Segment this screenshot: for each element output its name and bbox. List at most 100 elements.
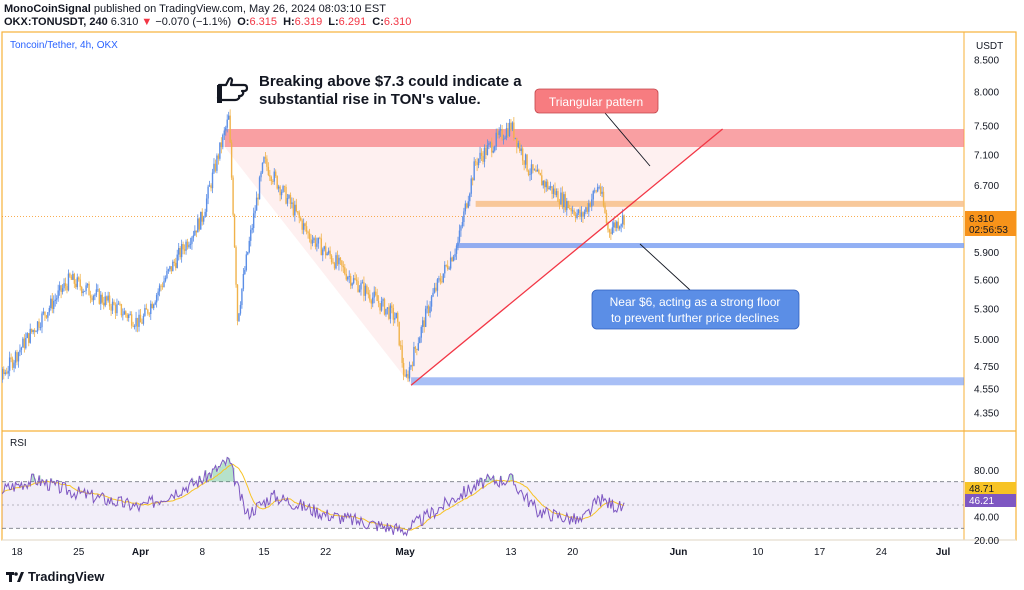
high-value: 6.319 xyxy=(294,16,323,28)
candle-body xyxy=(69,273,71,277)
candle-body xyxy=(198,218,200,230)
candle-body xyxy=(429,306,431,313)
triangle-callout-text: Triangular pattern xyxy=(549,95,643,109)
candle-body xyxy=(22,338,24,348)
candle-body xyxy=(347,277,349,280)
candle-body xyxy=(260,172,262,178)
last-price-tag: 6.310 02:56:53 xyxy=(965,211,1016,236)
candle-body xyxy=(489,142,492,144)
candle-body xyxy=(47,312,49,318)
candle-body xyxy=(266,158,268,167)
candle-body xyxy=(235,247,237,285)
high-key: H: xyxy=(283,16,295,28)
breakout-annotation[interactable]: Breaking above $7.3 could indicate a sub… xyxy=(216,73,522,108)
candle-body xyxy=(402,362,405,376)
candle-body xyxy=(142,315,145,324)
candle-body xyxy=(392,307,395,320)
candle-body xyxy=(423,320,425,327)
candle-body xyxy=(483,147,486,162)
candle-body xyxy=(185,241,187,251)
candle-body xyxy=(154,302,156,305)
candle-body xyxy=(466,203,468,208)
candle-body xyxy=(582,212,584,217)
triangle-pattern-fill xyxy=(224,129,723,386)
time-axis: 18 25 Apr 8 15 22 May 13 20 Jun 10 17 24 Jul xyxy=(11,547,950,558)
low-key: L: xyxy=(328,16,339,28)
candle-body xyxy=(220,142,223,148)
candle-body xyxy=(183,249,186,251)
candle-body xyxy=(50,298,52,308)
candle-body xyxy=(601,191,603,194)
candle-body xyxy=(63,283,65,289)
candle-body xyxy=(439,278,442,282)
tradingview-logo[interactable]: TradingView xyxy=(6,569,104,584)
candle-body xyxy=(433,287,436,293)
candle-body xyxy=(133,326,136,328)
candle-body xyxy=(476,162,478,166)
symbol-info: OKX:TONUSDT, 240 6.310 ▼ −0.070 (−1.1%) … xyxy=(4,16,411,28)
candle-body xyxy=(23,338,26,349)
price-tick-2: 7.500 xyxy=(974,122,999,133)
candle-body xyxy=(361,282,364,284)
candle-body xyxy=(498,130,500,135)
candle-body xyxy=(519,143,521,152)
candle-body xyxy=(513,122,515,139)
candle-body xyxy=(188,244,190,248)
candle-body xyxy=(411,365,414,366)
candle-body xyxy=(479,152,481,159)
candle-body xyxy=(175,262,177,268)
triangle-callout[interactable]: Triangular pattern xyxy=(534,88,659,114)
candle-body xyxy=(252,213,255,229)
candle-body xyxy=(7,370,9,374)
candle-body xyxy=(76,277,78,288)
candle-body xyxy=(119,303,121,305)
candle-body xyxy=(94,294,96,297)
candle-body xyxy=(208,185,211,187)
candle-body xyxy=(448,268,450,270)
candle-body xyxy=(4,372,6,375)
candle-body xyxy=(548,187,550,190)
candle-body xyxy=(2,369,3,380)
candle-body xyxy=(401,345,403,363)
price-tick-6: 5.900 xyxy=(974,248,999,259)
minor-resistance-band xyxy=(475,200,964,207)
candle-body xyxy=(527,170,530,175)
candle-body xyxy=(524,154,527,165)
candle-body xyxy=(89,295,92,298)
candle-body xyxy=(160,285,162,287)
candle-body xyxy=(507,128,509,137)
candle-body xyxy=(132,325,134,327)
candle-body xyxy=(397,312,399,322)
candle-body xyxy=(551,186,553,194)
candle-body xyxy=(344,267,346,274)
candle-body xyxy=(366,285,368,293)
candle-body xyxy=(523,160,525,165)
candle-body xyxy=(499,129,502,131)
candle-body xyxy=(417,343,420,351)
time-tick-4: 15 xyxy=(258,547,270,558)
candle-body xyxy=(336,255,339,265)
candle-body xyxy=(335,255,337,269)
ascending-trendline[interactable] xyxy=(410,128,724,386)
candle-body xyxy=(432,292,434,297)
candle-body xyxy=(596,187,599,192)
candle-body xyxy=(379,303,381,311)
time-tick-7: 13 xyxy=(505,547,517,558)
candle-body xyxy=(363,282,365,296)
candle-body xyxy=(28,333,30,343)
candle-body xyxy=(123,311,126,315)
candle-body xyxy=(320,238,322,256)
candle-body xyxy=(210,185,212,189)
candle-body xyxy=(536,169,539,172)
candle-body xyxy=(349,276,352,286)
candle-body xyxy=(386,307,389,309)
candle-body xyxy=(585,207,587,212)
currency-label: USDT xyxy=(976,41,1003,52)
support-callout[interactable]: Near $6, acting as a strong floor to pre… xyxy=(591,289,800,330)
candle-body xyxy=(316,243,318,247)
candle-body xyxy=(521,148,524,161)
candle-body xyxy=(129,314,131,316)
candle-body xyxy=(92,296,95,301)
candle-body xyxy=(194,230,196,236)
